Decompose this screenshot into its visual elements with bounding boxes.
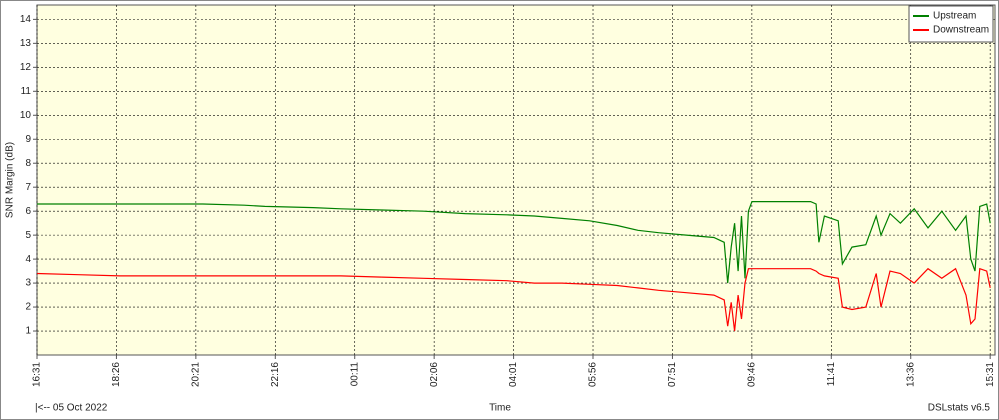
x-tick-label: 09:46: [747, 362, 758, 387]
legend-box: [908, 5, 994, 43]
y-tick-label: 4: [25, 254, 31, 265]
x-tick-label: 15:31: [985, 362, 996, 387]
legend-label: Downstream: [933, 25, 989, 36]
y-tick-label: 6: [25, 206, 31, 217]
y-axis-label: SNR Margin (dB): [5, 142, 16, 218]
y-tick-label: 3: [25, 278, 31, 289]
series-line: [36, 267, 991, 332]
x-tick-label: 20:21: [191, 362, 202, 387]
y-tick-label: 11: [21, 86, 32, 97]
x-tick-label: 02:06: [429, 362, 440, 387]
x-tick-label: 16:31: [32, 362, 43, 387]
y-tick-label: 13: [20, 38, 32, 49]
x-tick-label: 05:56: [588, 362, 599, 387]
series-line: [37, 201, 991, 284]
x-tick-label: 18:26: [111, 362, 122, 387]
date-note: |<-- 05 Oct 2022: [35, 403, 108, 414]
y-tick-label: 9: [25, 134, 31, 145]
x-tick-label: 07:51: [667, 362, 678, 387]
plot-area: [36, 4, 996, 356]
y-tick-label: 7: [25, 182, 31, 193]
y-tick-label: 1: [25, 326, 31, 337]
y-tick-label: 2: [25, 302, 31, 313]
x-tick-label: 00:11: [349, 362, 360, 387]
y-tick-label: 8: [25, 158, 31, 169]
legend-label: Upstream: [933, 11, 976, 22]
x-tick-label: 22:16: [270, 362, 281, 387]
x-tick-label: 04:01: [508, 362, 519, 387]
y-tick-label: 12: [20, 62, 32, 73]
x-tick-label: 11:41: [826, 362, 837, 387]
x-axis-label: Time: [489, 403, 511, 414]
x-tick-label: 13:36: [905, 362, 916, 387]
y-tick-label: 5: [25, 230, 31, 241]
y-tick-label: 14: [20, 14, 32, 25]
footer: DSLstats v6.5: [928, 403, 991, 414]
y-tick-label: 10: [20, 110, 32, 121]
